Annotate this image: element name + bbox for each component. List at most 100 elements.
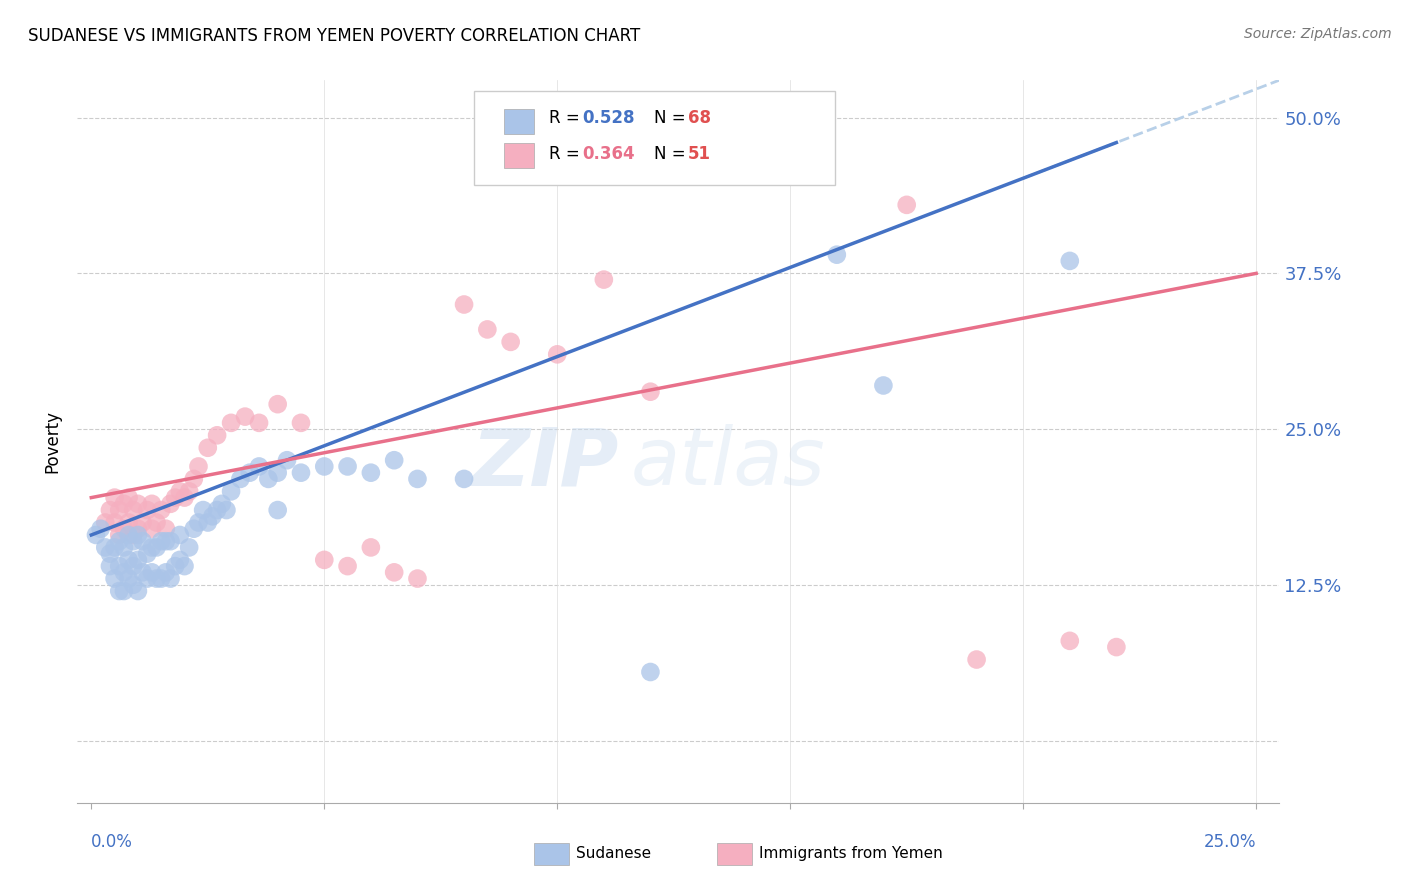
- Point: [197, 516, 219, 530]
- Point: [117, 491, 139, 505]
- Point: [136, 572, 159, 586]
- Point: [239, 466, 262, 480]
- Point: [104, 572, 127, 586]
- Point: [267, 466, 290, 480]
- Point: [122, 503, 145, 517]
- Point: [108, 584, 131, 599]
- Text: R =: R =: [548, 145, 585, 163]
- Text: 68: 68: [688, 109, 711, 127]
- Point: [122, 578, 145, 592]
- Point: [112, 541, 135, 555]
- Point: [127, 497, 149, 511]
- Point: [546, 347, 568, 361]
- Point: [122, 528, 145, 542]
- Point: [169, 484, 191, 499]
- Point: [314, 459, 336, 474]
- Text: 0.528: 0.528: [582, 109, 634, 127]
- Point: [640, 384, 662, 399]
- Point: [191, 503, 214, 517]
- Point: [453, 472, 475, 486]
- Text: ZIP: ZIP: [471, 425, 619, 502]
- Text: R =: R =: [548, 109, 585, 127]
- Point: [183, 522, 205, 536]
- Point: [122, 559, 145, 574]
- Point: [117, 516, 139, 530]
- Point: [145, 541, 167, 555]
- Point: [219, 416, 242, 430]
- Point: [98, 547, 121, 561]
- Text: N =: N =: [654, 109, 692, 127]
- Point: [165, 559, 187, 574]
- Point: [205, 428, 228, 442]
- Text: N =: N =: [654, 145, 692, 163]
- Point: [360, 466, 382, 480]
- Point: [155, 534, 177, 549]
- Point: [477, 322, 499, 336]
- Point: [267, 503, 290, 517]
- Point: [872, 378, 894, 392]
- Point: [336, 559, 359, 574]
- Point: [1059, 633, 1081, 648]
- Point: [127, 522, 149, 536]
- Text: SUDANESE VS IMMIGRANTS FROM YEMEN POVERTY CORRELATION CHART: SUDANESE VS IMMIGRANTS FROM YEMEN POVERT…: [28, 27, 640, 45]
- Point: [127, 528, 149, 542]
- Point: [205, 503, 228, 517]
- Point: [165, 491, 187, 505]
- Point: [825, 248, 848, 262]
- Point: [98, 559, 121, 574]
- Point: [219, 484, 242, 499]
- Point: [112, 497, 135, 511]
- Point: [169, 553, 191, 567]
- Point: [141, 541, 163, 555]
- Point: [136, 503, 159, 517]
- Point: [145, 516, 167, 530]
- Point: [247, 459, 270, 474]
- Point: [406, 572, 429, 586]
- Text: Immigrants from Yemen: Immigrants from Yemen: [759, 847, 943, 861]
- Point: [108, 503, 131, 517]
- Point: [179, 484, 201, 499]
- Point: [187, 459, 209, 474]
- Point: [104, 541, 127, 555]
- Point: [1105, 640, 1128, 654]
- Point: [155, 566, 177, 580]
- Point: [159, 534, 181, 549]
- Point: [150, 534, 173, 549]
- Point: [127, 584, 149, 599]
- Point: [98, 503, 121, 517]
- Point: [215, 503, 238, 517]
- Point: [131, 566, 153, 580]
- Point: [276, 453, 298, 467]
- Text: atlas: atlas: [630, 425, 825, 502]
- Point: [183, 472, 205, 486]
- Point: [211, 497, 233, 511]
- Point: [233, 409, 256, 424]
- Point: [382, 566, 405, 580]
- Point: [1059, 253, 1081, 268]
- Text: 0.364: 0.364: [582, 145, 636, 163]
- Point: [247, 416, 270, 430]
- Point: [453, 297, 475, 311]
- Point: [141, 566, 163, 580]
- Point: [267, 397, 290, 411]
- Y-axis label: Poverty: Poverty: [44, 410, 62, 473]
- Point: [499, 334, 522, 349]
- Point: [592, 272, 614, 286]
- Point: [141, 497, 163, 511]
- Point: [336, 459, 359, 474]
- FancyBboxPatch shape: [474, 91, 835, 185]
- Point: [896, 198, 918, 212]
- Point: [406, 472, 429, 486]
- Point: [966, 652, 988, 666]
- Point: [108, 559, 131, 574]
- Bar: [505, 109, 534, 135]
- Point: [112, 584, 135, 599]
- Point: [290, 416, 312, 430]
- Point: [104, 516, 127, 530]
- Point: [290, 466, 312, 480]
- Point: [127, 553, 149, 567]
- Point: [173, 559, 195, 574]
- Point: [104, 491, 127, 505]
- Text: 25.0%: 25.0%: [1204, 833, 1256, 851]
- Point: [155, 522, 177, 536]
